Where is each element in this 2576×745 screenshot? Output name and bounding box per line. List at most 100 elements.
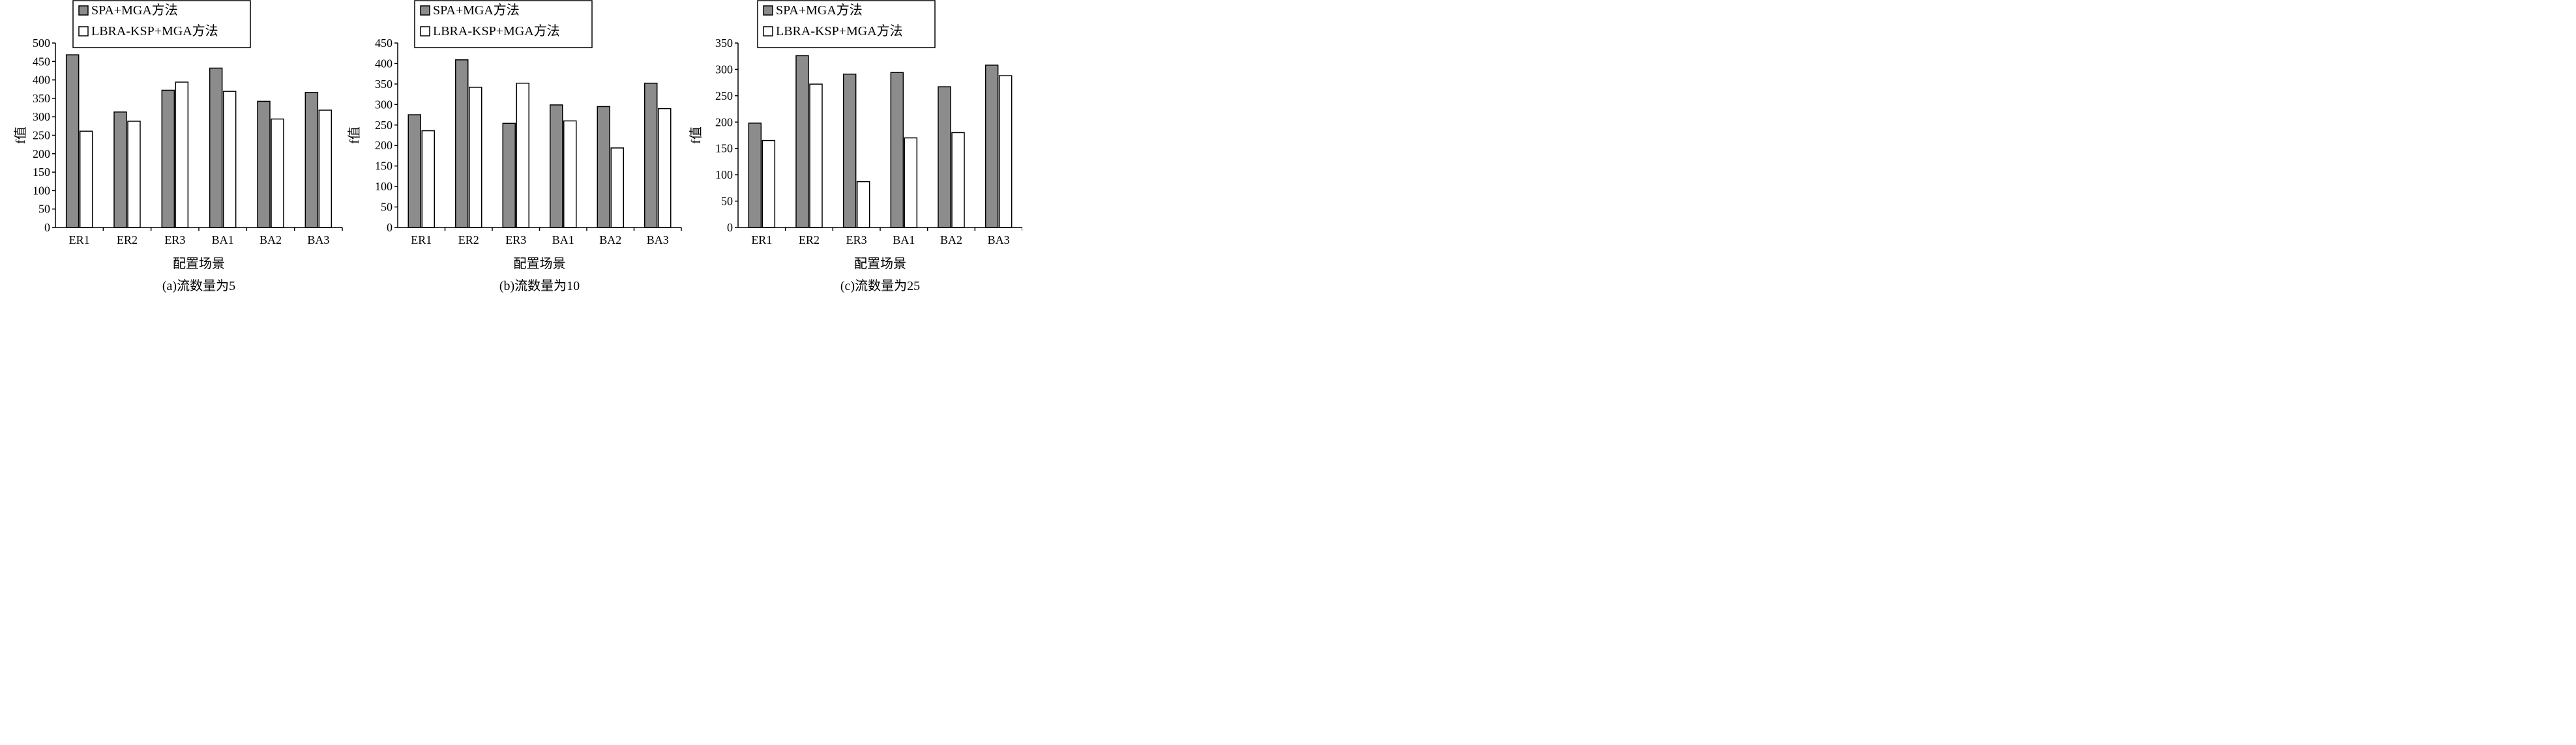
y-tick-label: 150 (33, 166, 50, 179)
y-tick-label: 100 (715, 168, 733, 181)
figure: ER1 ER2 ER3 BA1 BA2 BA3 0 50 100 150 200 250 300 350 4… (13, 0, 1022, 293)
x-tick-label: ER3 (164, 233, 185, 246)
bar-lbra-ksp-mga-er2 (809, 83, 823, 228)
bar-spa-mga-er1 (407, 114, 421, 228)
legend-entry-label: SPA+MGA方法 (433, 3, 520, 18)
y-tick-label: 200 (33, 147, 50, 160)
bar-lbra-ksp-mga-er3 (856, 181, 870, 228)
bar-spa-mga-ba2 (597, 106, 610, 228)
y-tick-label: 350 (715, 37, 733, 50)
x-tick-label: ER1 (751, 233, 772, 246)
x-tick-label: BA3 (647, 233, 669, 246)
bar-lbra-ksp-mga-ba3 (318, 110, 333, 228)
legend-frame (414, 0, 593, 48)
x-tick-label: BA2 (259, 233, 282, 246)
legend-entry-label: SPA+MGA方法 (91, 3, 178, 18)
y-tick-label: 0 (44, 221, 50, 234)
x-tick-label: ER3 (505, 233, 526, 246)
y-tick-label: 300 (715, 63, 733, 76)
x-tick-label: ER2 (458, 233, 479, 246)
chart-panel-3: ER1 ER2 ER3 BA1 BA2 BA3 0 50 100 150 200 250 300 350 f… (688, 0, 1022, 293)
y-tick-label: 0 (727, 221, 733, 234)
y-axis-title: f值 (688, 126, 703, 144)
x-tick-label: BA2 (940, 233, 962, 246)
chart-panel-2: ER1 ER2 ER3 BA1 BA2 BA3 0 50 100 150 200 250 300 350 4… (347, 0, 682, 293)
legend-swatch (78, 5, 89, 16)
bar-spa-mga-er2 (113, 111, 127, 228)
bar-lbra-ksp-mga-ba3 (658, 108, 672, 228)
x-axis-title: 配置场景 (173, 256, 225, 271)
y-tick-label: 100 (375, 180, 392, 193)
x-axis-title: 配置场景 (514, 256, 566, 271)
bar-lbra-ksp-mga-ba3 (998, 75, 1013, 228)
x-tick-label: ER1 (69, 233, 90, 246)
bar-spa-mga-er1 (748, 123, 762, 228)
bar-spa-mga-er1 (65, 54, 80, 228)
y-tick-label: 250 (715, 89, 733, 102)
y-tick-label: 300 (33, 110, 50, 123)
bar-spa-mga-ba1 (550, 104, 563, 228)
legend-swatch (78, 26, 89, 37)
y-axis-title: f值 (347, 126, 362, 144)
bar-spa-mga-ba2 (257, 100, 271, 228)
bar-spa-mga-ba1 (890, 72, 904, 228)
x-tick-label: BA1 (552, 233, 574, 246)
bar-spa-mga-er3 (161, 89, 175, 228)
bar-lbra-ksp-mga-ba1 (222, 91, 237, 228)
y-tick-label: 400 (33, 74, 50, 87)
y-tick-label: 50 (38, 203, 50, 216)
x-tick-label: BA3 (988, 233, 1010, 246)
y-tick-label: 200 (715, 115, 733, 128)
bar-lbra-ksp-mga-er2 (469, 87, 482, 228)
legend-swatch (763, 26, 773, 37)
y-tick-label: 100 (33, 184, 50, 197)
y-tick-label: 50 (381, 201, 392, 214)
y-tick-label: 250 (375, 119, 392, 132)
x-tick-label: ER3 (846, 233, 867, 246)
legend: SPA+MGA方法 LBRA-KSP+MGA方法 (757, 0, 936, 48)
x-tick-label: BA1 (212, 233, 234, 246)
y-tick-label: 450 (33, 55, 50, 68)
legend: SPA+MGA方法 LBRA-KSP+MGA方法 (72, 0, 251, 48)
y-tick-label: 450 (375, 37, 392, 50)
x-tick-label: BA2 (599, 233, 621, 246)
y-tick-label: 500 (33, 37, 50, 50)
y-tick-label: 50 (721, 195, 733, 208)
panel-caption: (a)流数量为5 (162, 278, 235, 293)
bar-spa-mga-er3 (842, 73, 857, 228)
x-tick-label: ER2 (799, 233, 820, 246)
bar-lbra-ksp-mga-ba1 (904, 137, 918, 228)
bar-spa-mga-ba2 (938, 86, 951, 228)
legend-entry-label: LBRA-KSP+MGA方法 (433, 23, 560, 38)
bar-lbra-ksp-mga-ba2 (271, 118, 284, 228)
y-tick-label: 250 (33, 129, 50, 142)
bar-spa-mga-ba1 (209, 67, 223, 228)
y-tick-label: 0 (387, 221, 392, 234)
bar-lbra-ksp-mga-ba2 (951, 132, 965, 228)
bar-spa-mga-er2 (795, 55, 809, 228)
bar-lbra-ksp-mga-er1 (762, 139, 776, 228)
bar-lbra-ksp-mga-er1 (421, 130, 435, 228)
legend-frame (72, 0, 251, 48)
bar-lbra-ksp-mga-er2 (127, 121, 141, 228)
bar-spa-mga-er2 (455, 59, 469, 228)
x-tick-label: ER2 (117, 233, 138, 246)
bar-lbra-ksp-mga-er3 (175, 81, 189, 228)
bar-spa-mga-ba3 (985, 65, 999, 228)
legend-entry-label: LBRA-KSP+MGA方法 (91, 23, 218, 38)
y-tick-label: 150 (715, 142, 733, 155)
legend-entry-label: SPA+MGA方法 (776, 3, 863, 18)
chart-panel-1: ER1 ER2 ER3 BA1 BA2 BA3 0 50 100 150 200 250 300 350 4… (13, 0, 343, 293)
y-tick-label: 350 (33, 92, 50, 105)
legend-frame (757, 0, 936, 48)
legend-swatch (420, 5, 430, 16)
x-tick-label: ER1 (411, 233, 432, 246)
x-tick-label: BA1 (893, 233, 915, 246)
y-tick-label: 150 (375, 160, 392, 173)
panel-caption: (c)流数量为25 (840, 278, 920, 293)
y-tick-label: 300 (375, 98, 392, 111)
legend-swatch (420, 26, 430, 37)
legend-entry-label: LBRA-KSP+MGA方法 (776, 23, 903, 38)
legend: SPA+MGA方法 LBRA-KSP+MGA方法 (414, 0, 593, 48)
y-tick-label: 200 (375, 139, 392, 152)
